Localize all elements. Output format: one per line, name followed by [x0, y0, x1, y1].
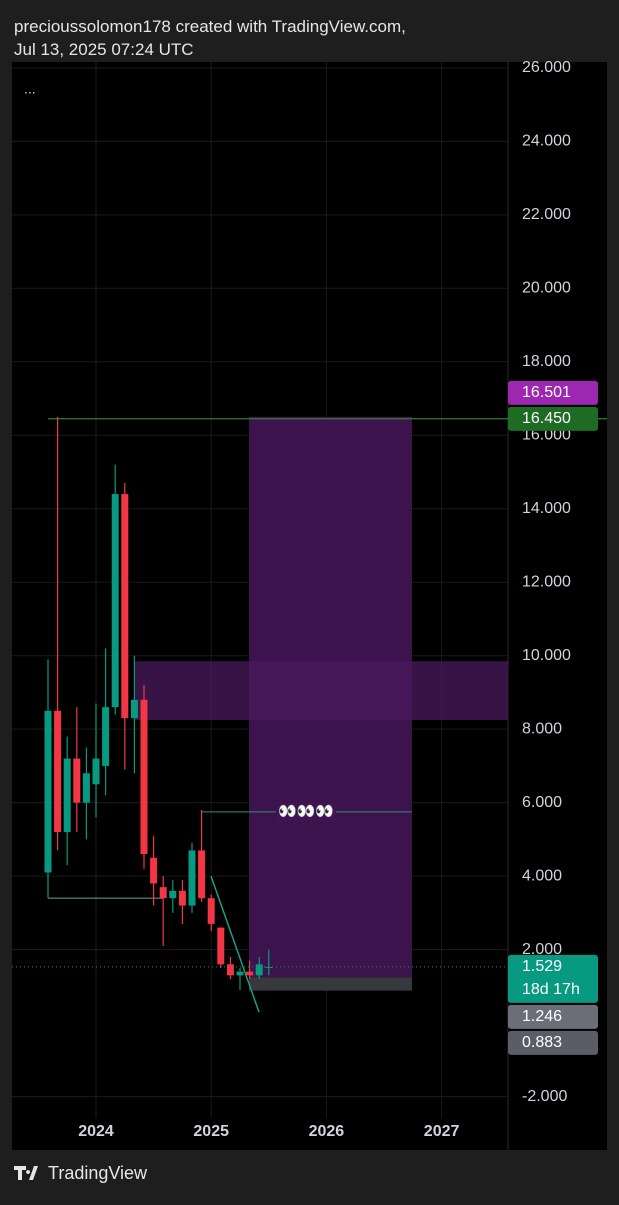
price-label-sub: 18d 17h — [522, 981, 580, 998]
y-tick-label: 18.000 — [522, 353, 571, 370]
y-tick-label: 2.000 — [522, 941, 562, 958]
y-tick-label: 12.000 — [522, 573, 571, 590]
candle-body — [226, 964, 234, 976]
candle-body — [111, 494, 119, 708]
y-tick-label: 6.000 — [522, 794, 562, 811]
price-label-box — [508, 1004, 598, 1029]
candle-body — [63, 758, 71, 833]
x-tick-label: 2027 — [424, 1123, 460, 1140]
header-line: Jul 13, 2025 07:24 UTC — [14, 40, 194, 59]
candle-body — [265, 966, 273, 968]
candle-body — [102, 707, 110, 766]
price-label: 0.883 — [522, 1034, 562, 1051]
annotation: 👀👀👀 — [278, 803, 334, 820]
brand: TradingView — [48, 1163, 148, 1183]
price-label-box — [508, 406, 598, 431]
y-tick-label: 4.000 — [522, 867, 562, 884]
candle-body — [159, 887, 167, 899]
candle-body — [92, 758, 100, 785]
header-line: precioussolomon178 created with TradingV… — [14, 17, 406, 36]
candle-body — [150, 857, 158, 884]
price-label: 1.246 — [522, 1008, 562, 1025]
price-label-box — [508, 954, 598, 1003]
candle-body — [44, 710, 52, 873]
price-label: 16.450 — [522, 410, 571, 427]
candle-body — [236, 971, 244, 976]
candle-body — [246, 971, 254, 976]
candle-body — [169, 890, 177, 899]
x-tick-label: 2025 — [193, 1123, 229, 1140]
candle-body — [188, 850, 196, 906]
y-tick-label: 26.000 — [522, 59, 571, 76]
menu[interactable]: ... — [24, 81, 36, 97]
x-tick-label: 2026 — [309, 1123, 345, 1140]
zone — [135, 661, 508, 720]
candle-body — [255, 964, 263, 976]
price-label: 16.501 — [522, 384, 571, 401]
y-tick-label: 22.000 — [522, 206, 571, 223]
y-tick-label: -2.000 — [522, 1088, 567, 1105]
y-tick-label: 20.000 — [522, 280, 571, 297]
annotation-bg — [276, 801, 336, 822]
trendline — [210, 875, 260, 1013]
logo — [14, 1166, 38, 1180]
candle-body — [207, 898, 215, 924]
candle-body — [198, 850, 206, 899]
candle-body — [82, 773, 90, 803]
candle-body — [130, 699, 138, 719]
candle-body — [217, 927, 225, 965]
zone — [249, 977, 412, 991]
candle-body — [121, 494, 129, 719]
price-label-box — [508, 1030, 598, 1055]
price-label-box — [508, 380, 598, 405]
y-tick-label: 10.000 — [522, 647, 571, 664]
x-tick-label: 2024 — [78, 1123, 114, 1140]
y-tick-label: 14.000 — [522, 500, 571, 517]
price-label: 1.529 — [522, 958, 562, 975]
candle-body — [54, 710, 62, 833]
y-tick-label: 8.000 — [522, 720, 562, 737]
candle-body — [178, 890, 186, 906]
y-tick-label: 24.000 — [522, 133, 571, 150]
candle-body — [73, 758, 81, 803]
candle-body — [140, 699, 148, 855]
